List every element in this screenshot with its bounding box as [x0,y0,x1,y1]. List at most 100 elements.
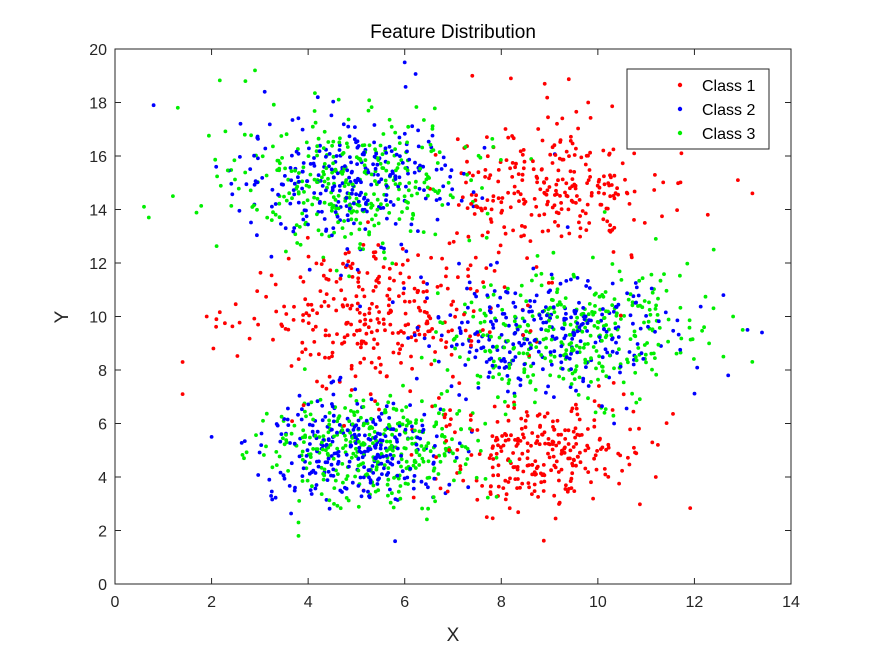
data-point-3 [293,232,298,237]
data-point-3 [502,345,507,350]
data-point-2 [577,325,582,329]
data-point-3 [678,305,683,310]
data-point-1 [543,441,547,446]
data-point-1 [586,470,591,474]
data-point-3 [326,430,331,435]
data-point-2 [302,208,307,213]
data-point-1 [415,289,420,293]
data-point-1 [481,328,485,332]
data-point-2 [283,174,287,178]
data-point-1 [605,219,610,224]
data-point-3 [308,172,313,177]
data-point-2 [548,350,553,355]
data-point-3 [436,191,440,195]
data-point-3 [700,328,704,333]
data-point-2 [362,449,367,454]
data-point-3 [533,387,538,392]
data-point-2 [288,201,293,206]
data-point-3 [322,179,327,184]
data-point-1 [345,303,350,308]
data-point-2 [331,226,336,231]
data-point-1 [592,424,597,429]
data-point-1 [559,451,564,456]
data-point-3 [622,314,626,318]
data-point-1 [642,221,647,225]
data-point-1 [546,451,550,456]
data-point-3 [343,235,347,239]
data-point-3 [373,179,377,183]
data-point-2 [324,227,329,232]
data-point-3 [615,311,619,316]
data-point-2 [336,453,341,458]
data-point-2 [528,346,533,350]
data-point-2 [618,370,622,375]
data-point-3 [457,470,462,475]
data-point-1 [330,350,335,355]
data-point-3 [404,466,409,471]
data-point-2 [304,454,309,458]
data-point-1 [211,346,216,351]
data-point-3 [433,232,438,237]
data-point-1 [571,445,576,449]
data-point-3 [597,294,602,299]
data-point-1 [396,341,400,346]
data-point-3 [453,459,457,463]
data-point-3 [403,430,408,435]
data-point-2 [294,149,299,154]
data-point-2 [305,179,310,184]
data-point-3 [262,453,266,457]
data-point-1 [326,277,331,282]
data-point-1 [447,422,452,427]
data-point-3 [311,447,315,451]
data-point-3 [555,315,560,319]
data-point-3 [617,269,622,274]
data-point-1 [282,304,286,309]
data-point-3 [249,133,254,138]
data-point-2 [411,479,416,484]
data-point-2 [539,316,543,321]
data-point-2 [406,171,410,176]
data-point-1 [485,135,489,140]
data-point-1 [496,484,501,489]
data-point-2 [330,439,335,444]
data-point-3 [347,203,352,207]
data-point-1 [572,153,577,157]
data-point-2 [492,289,497,293]
data-point-3 [740,328,745,332]
data-point-1 [551,454,556,459]
data-point-3 [489,283,493,287]
data-point-1 [377,407,381,412]
data-point-2 [350,169,354,174]
data-point-1 [303,347,308,352]
data-point-3 [273,212,278,217]
data-point-3 [577,375,582,380]
data-point-2 [379,245,383,250]
data-point-3 [313,433,318,438]
data-point-2 [646,324,650,329]
data-point-3 [428,449,433,454]
data-point-3 [396,197,401,202]
data-point-3 [369,172,374,177]
data-point-2 [550,334,555,339]
data-point-2 [244,182,249,187]
data-point-2 [569,352,573,356]
data-point-3 [382,250,386,255]
data-point-3 [294,223,299,228]
data-point-3 [563,296,568,300]
data-point-1 [407,299,412,304]
data-point-1 [585,443,590,448]
data-point-2 [341,122,346,127]
data-point-2 [397,175,402,180]
data-point-1 [367,306,372,311]
data-point-1 [589,193,594,198]
data-point-2 [584,284,589,288]
data-point-3 [319,465,324,470]
data-point-2 [536,349,541,354]
data-point-3 [404,405,409,409]
data-point-1 [563,190,567,195]
data-point-2 [500,312,505,316]
data-point-3 [335,503,340,508]
data-point-2 [388,174,392,178]
data-point-1 [518,439,523,443]
data-point-1 [362,322,367,327]
